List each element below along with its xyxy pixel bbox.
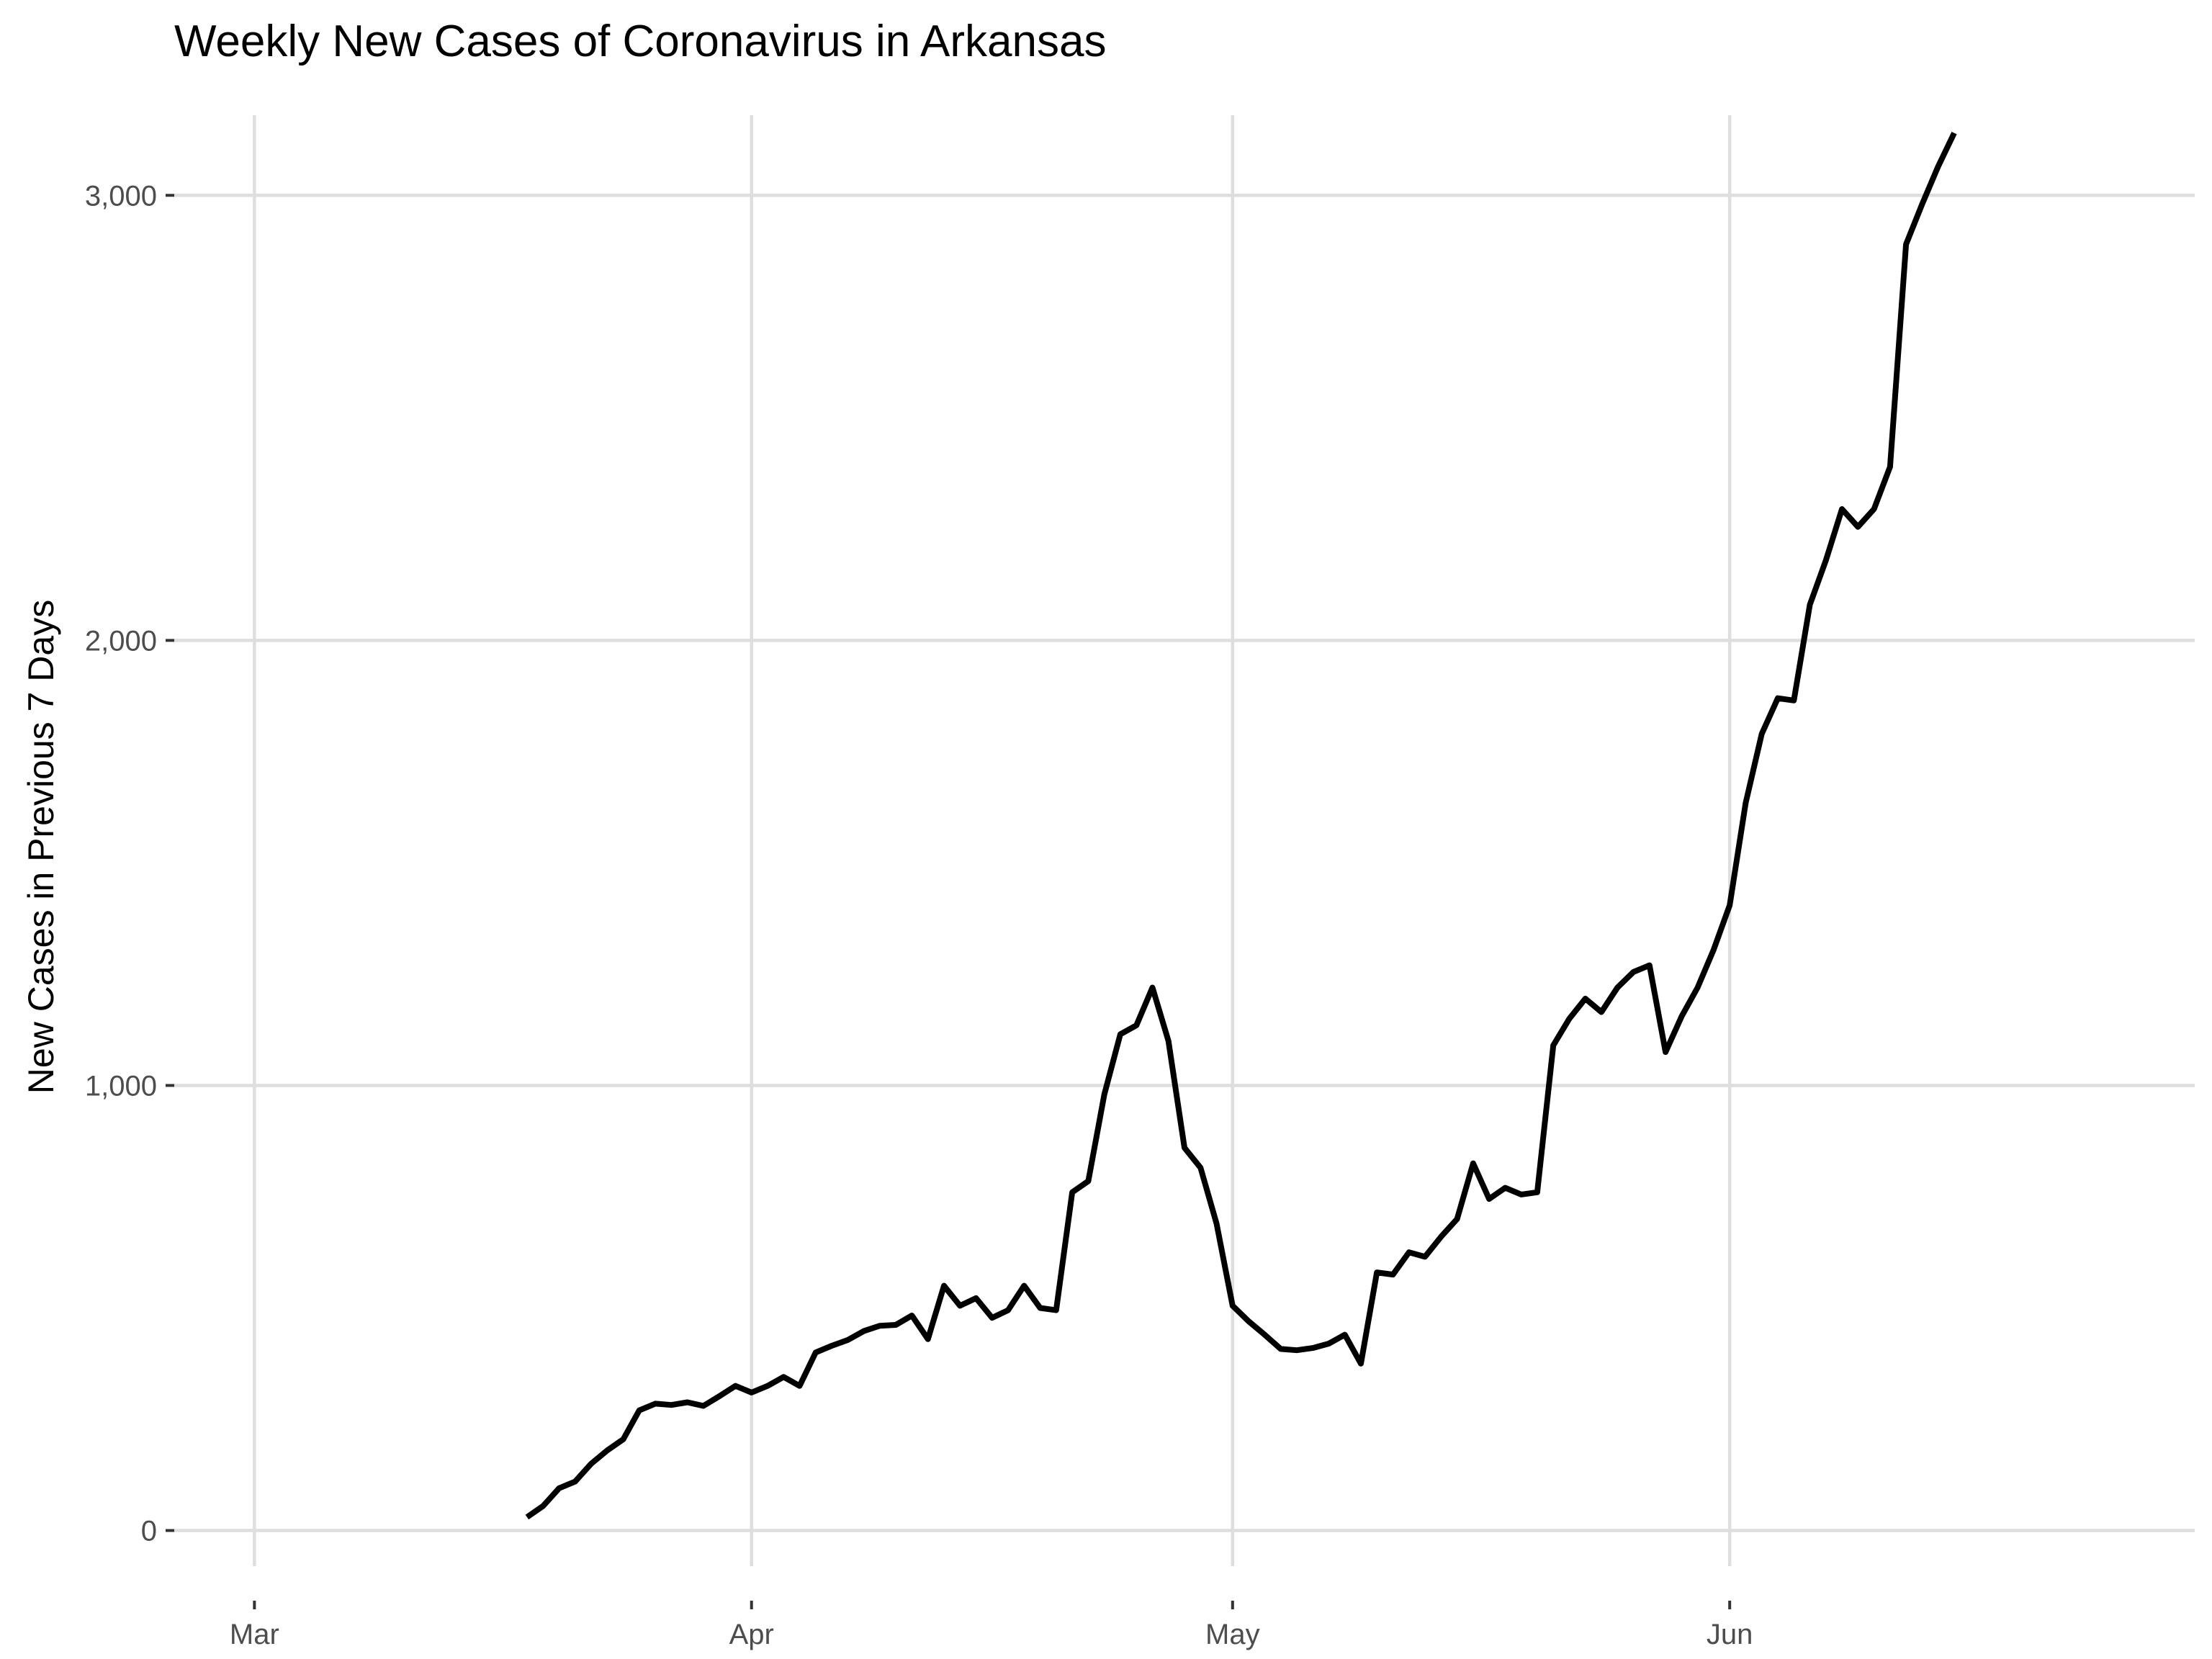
series-layer [525, 131, 1957, 1520]
chart-title: Weekly New Cases of Coronavirus in Arkan… [174, 17, 1107, 66]
y-tick-label: 2,000 [85, 625, 157, 657]
x-tick-label: Mar [230, 1619, 279, 1650]
y-tick-label: 1,000 [85, 1070, 157, 1102]
gridlines [174, 115, 2195, 1566]
axis-ticks: Mar Apr May Jun 0 1,000 2,000 3,000 [85, 180, 1753, 1650]
y-axis-label: New Cases in Previous 7 Days [21, 600, 61, 1094]
y-tick-label: 0 [141, 1516, 157, 1547]
x-tick-label: Apr [729, 1619, 774, 1650]
series-line [525, 131, 1957, 1520]
x-tick-label: May [1205, 1619, 1260, 1650]
y-tick-label: 3,000 [85, 180, 157, 212]
x-tick-label: Jun [1707, 1619, 1753, 1650]
